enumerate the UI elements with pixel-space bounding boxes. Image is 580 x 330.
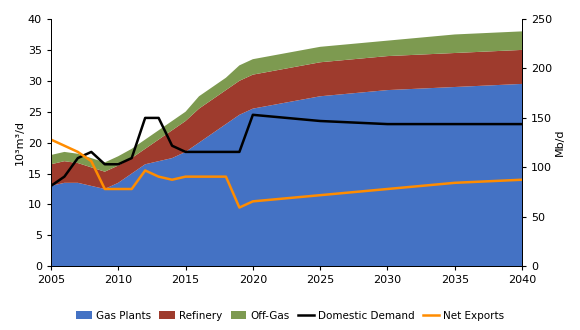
Y-axis label: 10³m³/d: 10³m³/d <box>15 120 25 165</box>
Legend: Gas Plants, Refinery, Off-Gas, Domestic Demand, Net Exports: Gas Plants, Refinery, Off-Gas, Domestic … <box>72 307 508 325</box>
Y-axis label: Mb/d: Mb/d <box>555 129 565 156</box>
